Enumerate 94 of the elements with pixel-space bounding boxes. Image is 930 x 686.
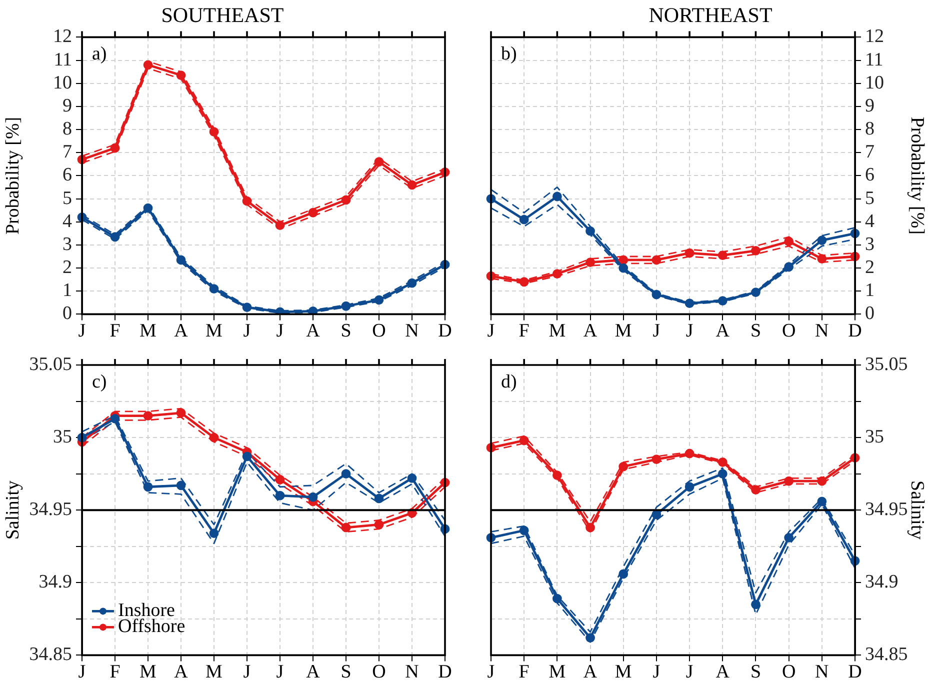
y-tick-label: 10 [53,72,72,94]
x-tick-label: N [405,662,420,683]
annotation: b) [501,44,517,65]
y-tick-label: 3 [62,234,72,255]
y-tick-label: 6 [62,164,72,186]
y2-tick-label: 10 [865,72,884,94]
x-tick-label: S [340,320,352,342]
y2-tick-label: 34.85 [865,644,908,666]
x-tick-label: J [487,320,495,342]
x-tick-label: D [438,662,452,683]
x-tick-label: S [750,320,762,342]
x-tick-label: M [614,320,632,342]
y-tick-label: 34.85 [29,644,72,666]
y2-tick-label: 34.9 [865,572,898,593]
y2-tick-label: 4 [865,210,875,232]
y2-tick-label: 9 [865,95,874,116]
y2-tick-label: 8 [865,118,874,140]
y-tick-label: 2 [62,257,72,278]
x-tick-label: J [78,662,86,683]
y-axis-title: Probability [%] [2,116,24,235]
x-tick-label: M [548,320,566,342]
x-tick-label: D [848,320,862,342]
y-tick-label: 0 [62,303,72,324]
y2-tick-label: 2 [865,257,874,278]
x-tick-label: J [652,662,660,683]
y2-tick-label: 11 [865,49,884,70]
y-tick-label: 1 [62,280,72,302]
x-tick-label: M [140,320,157,342]
y-tick-label: 8 [62,118,72,140]
x-tick-label: J [686,662,694,683]
y-tick-label: 5 [62,188,72,209]
x-tick-label: J [487,662,495,683]
x-tick-label: A [306,320,320,342]
y2-axis-title: Probability [%] [906,116,928,235]
x-tick-label: F [518,320,530,342]
x-tick-label: S [750,662,762,683]
y2-axis-title: Salinity [906,480,928,540]
x-tick-label: M [206,320,223,342]
x-tick-label: O [372,662,386,683]
y-tick-label: 34.9 [38,572,72,593]
x-tick-label: A [583,662,598,683]
x-tick-label: D [848,662,862,683]
x-tick-label: J [652,320,660,342]
x-tick-label: J [276,320,284,342]
chart-title: NORTHEAST [648,3,772,28]
y-tick-label: 4 [62,210,72,232]
x-tick-label: A [174,320,188,342]
x-tick-label: F [110,320,120,342]
x-tick-label: N [405,320,420,342]
y-tick-label: 35 [53,426,72,448]
x-tick-label: F [518,662,530,683]
x-tick-label: O [372,320,386,342]
x-tick-label: J [243,662,251,683]
chart-title: SOUTHEAST [161,3,284,28]
annotation: a) [92,44,107,65]
y2-tick-label: 12 [865,26,884,48]
x-tick-label: D [438,320,452,342]
x-tick-label: A [716,320,730,342]
annotation: c) [92,371,107,392]
y-tick-label: 12 [53,26,72,48]
x-tick-label: N [815,320,830,342]
y-tick-label: 35.05 [29,354,72,375]
x-tick-label: M [548,662,566,683]
y-tick-label: 7 [62,142,72,163]
y2-tick-label: 34.95 [865,499,908,520]
x-tick-label: J [243,320,251,342]
y-tick-label: 34.95 [29,499,72,520]
y2-tick-label: 1 [865,280,874,302]
x-tick-label: N [815,662,830,683]
y2-tick-label: 35 [865,426,884,448]
annotation: d) [501,371,517,392]
x-tick-label: F [110,662,120,683]
x-tick-label: S [340,662,352,683]
x-tick-label: A [583,320,598,342]
x-tick-label: M [614,662,632,683]
x-tick-label: M [140,662,157,683]
x-tick-label: O [782,320,796,342]
x-tick-label: A [306,662,320,683]
y2-tick-label: 0 [865,303,874,324]
y2-tick-label: 5 [865,188,874,209]
x-tick-label: J [276,662,284,683]
x-tick-label: J [686,320,694,342]
x-tick-label: A [174,662,188,683]
x-tick-label: M [206,662,223,683]
y-axis-title: Salinity [2,480,24,540]
y-tick-label: 9 [62,95,72,116]
y2-tick-label: 7 [865,142,874,163]
y2-tick-label: 35.05 [865,354,908,375]
x-tick-label: A [716,662,730,683]
y2-tick-label: 3 [865,234,874,255]
y-tick-label: 11 [54,49,72,70]
y2-tick-label: 6 [865,164,874,186]
x-tick-label: O [782,662,796,683]
x-tick-label: J [78,320,86,342]
